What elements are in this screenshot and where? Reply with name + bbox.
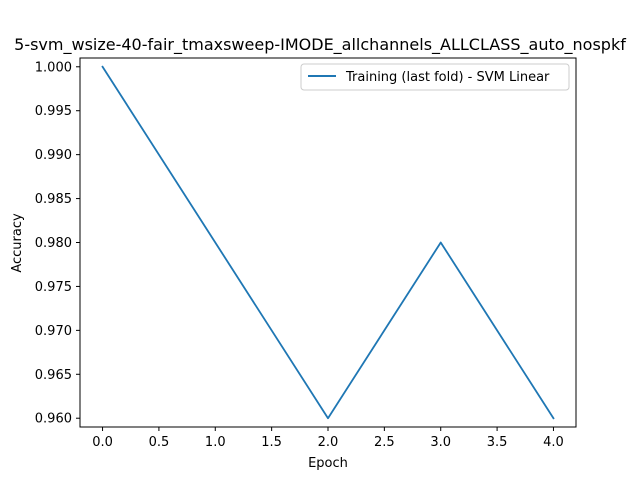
y-tick-label: 0.970	[35, 324, 72, 339]
chart-title: 5-svm_wsize-40-fair_tmaxsweep-IMODE_allc…	[14, 35, 626, 55]
plot-area	[101, 65, 555, 420]
x-tick-label: 4.0	[543, 435, 564, 450]
x-tick-label: 1.5	[261, 435, 282, 450]
y-tick-label: 0.960	[35, 412, 72, 427]
y-axis-ticks: 0.960 0.965 0.970 0.975 0.980 0.985 0.990 0.995…	[35, 60, 80, 427]
y-tick-label: 0.985	[35, 192, 72, 207]
x-tick-label: 1.0	[205, 435, 226, 450]
y-tick-label: 0.990	[35, 148, 72, 163]
legend: Training (last fold) - SVM Linear	[300, 63, 570, 91]
y-tick-label: 0.980	[35, 236, 72, 251]
x-tick-label: 0.0	[92, 435, 113, 450]
x-tick-label: 2.0	[318, 435, 339, 450]
x-tick-label: 3.5	[487, 435, 508, 450]
y-tick-label: 0.975	[35, 280, 72, 295]
x-axis-ticks: 0.0 0.5 1.0 1.5 2.0 2.5 3.0 3.5 4.0	[92, 427, 564, 450]
y-axis-label: Accuracy	[10, 213, 25, 273]
x-tick-label: 0.5	[149, 435, 170, 450]
axes-frame	[79, 57, 577, 428]
legend-entry-label: Training (last fold) - SVM Linear	[345, 70, 550, 85]
y-tick-label: 0.995	[35, 104, 72, 119]
legend-box	[300, 63, 570, 91]
x-tick-label: 2.5	[374, 435, 395, 450]
y-tick-label: 1.000	[35, 60, 72, 75]
x-tick-label: 3.0	[430, 435, 451, 450]
series-line-0	[101, 65, 555, 420]
x-axis-label: Epoch	[308, 456, 348, 471]
y-tick-label: 0.965	[35, 368, 72, 383]
